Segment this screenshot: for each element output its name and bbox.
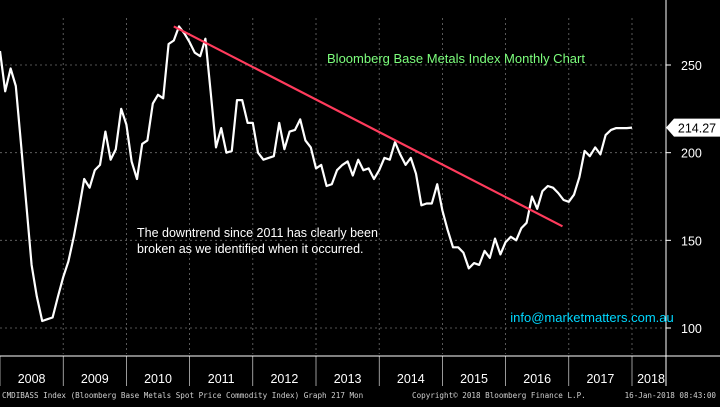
x-tick-label: 2014: [397, 372, 425, 386]
x-tick-label: 2017: [586, 372, 614, 386]
last-value-label: 214.27: [678, 122, 716, 136]
annotation-text-line-1: The downtrend since 2011 has clearly bee…: [137, 226, 378, 240]
x-tick-label: 2008: [18, 372, 46, 386]
x-tick-label: 2018: [637, 372, 665, 386]
grid-layer: [0, 18, 666, 354]
x-tick-label: 2010: [144, 372, 172, 386]
x-tick-label: 2015: [460, 372, 488, 386]
downtrend-line: [173, 25, 563, 228]
x-tick-label: 2016: [523, 372, 551, 386]
series-layer: [0, 25, 633, 323]
footer-bar: CMDIBASS Index (Bloomberg Base Metals Sp…: [0, 387, 720, 402]
x-tick-label: 2011: [208, 372, 235, 386]
x-tick-label: 2012: [270, 372, 298, 386]
x-tick-label: 2013: [334, 372, 362, 386]
y-tick-label: 250: [681, 59, 702, 73]
x-tick-label: 2009: [81, 372, 109, 386]
footer-left-text: CMDIBASS Index (Bloomberg Base Metals Sp…: [2, 391, 363, 400]
footer-copyright-text: Copyright© 2018 Bloomberg Finance L.P.: [412, 391, 586, 400]
chart-title: Bloomberg Base Metals Index Monthly Char…: [327, 51, 585, 66]
last-value-box: [666, 118, 720, 137]
axis-layer: 100 150 200 250 2008 2009 2010 2011 2012 2013 2014…: [0, 0, 720, 386]
y-tick-label: 200: [681, 147, 702, 161]
y-tick-label: 100: [681, 322, 702, 336]
y-tick-label: 150: [681, 234, 702, 248]
footer-timestamp-text: 16-Jan-2018 08:43:00: [625, 391, 717, 400]
annotation-text-line-2: broken as we identified when it occurred…: [137, 242, 364, 256]
website-label: info@marketmatters.com.au: [510, 310, 673, 325]
series-line-base-metals: [0, 25, 633, 323]
